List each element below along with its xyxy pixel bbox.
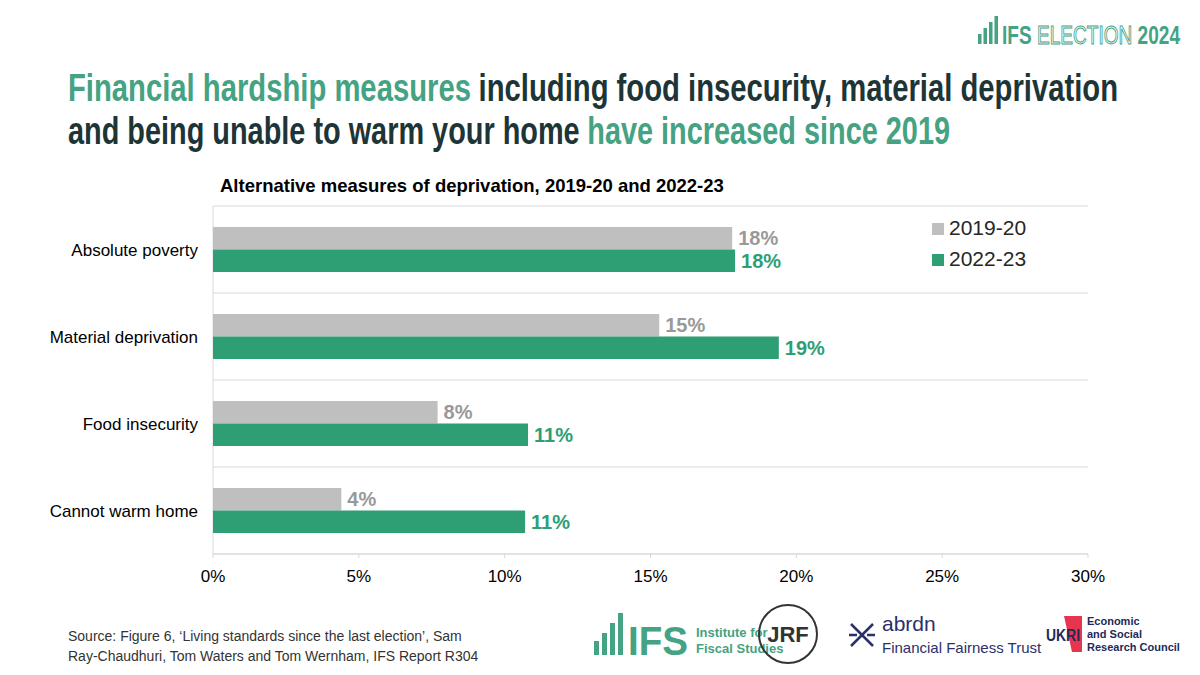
ifs-icon-bar bbox=[602, 633, 607, 655]
data-label: 18% bbox=[741, 250, 781, 272]
headline-segment: Financial hardship measures bbox=[68, 67, 471, 109]
x-tick-label: 10% bbox=[488, 567, 522, 586]
headline-segment: and being unable to warm your home bbox=[68, 110, 580, 152]
category-separator bbox=[213, 206, 1088, 207]
logo-jrf: JRF bbox=[759, 605, 817, 663]
headline-line: Financial hardship measuresincluding foo… bbox=[68, 67, 1118, 109]
x-tick-label: 5% bbox=[347, 567, 372, 586]
category-separator bbox=[213, 293, 1088, 294]
headline-segment: have increased since 2019 bbox=[587, 110, 950, 152]
data-label: 8% bbox=[444, 401, 473, 423]
x-tick-label: 25% bbox=[925, 567, 959, 586]
data-labels: 18% 15% 8% 4% 18% 19% 11% 11% bbox=[347, 227, 825, 533]
badge-text: IFSELECTION2024 bbox=[1002, 21, 1180, 49]
legend: 2019-20 2022-23 bbox=[932, 216, 1026, 270]
bar bbox=[213, 227, 732, 250]
x-tick-label: 30% bbox=[1071, 567, 1105, 586]
data-label: 4% bbox=[347, 488, 376, 510]
source-text: Source: Figure 6, ‘Living standards sinc… bbox=[68, 628, 462, 644]
data-label: 11% bbox=[534, 424, 573, 446]
bar bbox=[213, 401, 438, 424]
category-label: Food insecurity bbox=[83, 415, 199, 434]
badge-icon-bar bbox=[995, 16, 999, 44]
x-tick bbox=[213, 554, 214, 558]
bar bbox=[213, 511, 525, 534]
x-tick bbox=[650, 554, 651, 558]
bars bbox=[213, 227, 779, 533]
bar bbox=[213, 314, 659, 337]
logo-text: Financial Fairness Trust bbox=[882, 639, 1042, 656]
bar bbox=[213, 337, 779, 360]
chart-title: Alternative measures of deprivation, 201… bbox=[220, 175, 724, 196]
logo-text: UKRI bbox=[1046, 627, 1080, 644]
logo-text: and Social bbox=[1087, 628, 1142, 640]
x-tick-label: 15% bbox=[633, 567, 667, 586]
bar bbox=[213, 250, 735, 273]
category-label: Absolute poverty bbox=[71, 241, 198, 260]
logo-text: abrdn bbox=[882, 612, 936, 635]
logo-text: JRF bbox=[767, 622, 809, 647]
bar bbox=[213, 488, 341, 511]
badge-icon-bar bbox=[978, 34, 982, 44]
x-tick-label: 0% bbox=[201, 567, 226, 586]
logo-text: Institute for bbox=[696, 625, 768, 640]
badge-word: 2024 bbox=[1138, 21, 1180, 49]
ifs-icon-bar bbox=[610, 623, 615, 655]
x-tick bbox=[796, 554, 797, 558]
logo-abrdn: abrdn Financial Fairness Trust bbox=[849, 612, 1042, 656]
background bbox=[0, 0, 1200, 675]
legend-label: 2019-20 bbox=[949, 216, 1026, 239]
category-label: Material deprivation bbox=[50, 328, 198, 347]
data-label: 18% bbox=[738, 227, 778, 249]
logo-ifs: IFSInstitute forFiscal Studies bbox=[594, 613, 783, 663]
logo-ukri: UKRI Economicand SocialResearch Council bbox=[1046, 615, 1180, 653]
badge-icon-bar bbox=[989, 22, 993, 44]
legend-swatch bbox=[932, 254, 944, 266]
chart-canvas: IFSELECTION2024Financial hardship measur… bbox=[0, 0, 1200, 675]
x-tick bbox=[504, 554, 505, 558]
x-tick bbox=[1088, 554, 1089, 558]
category-label: Cannot warm home bbox=[50, 502, 198, 521]
bar bbox=[213, 424, 528, 447]
chart: Alternative measures of deprivation, 201… bbox=[50, 175, 1105, 586]
x-tick-label: 20% bbox=[779, 567, 813, 586]
x-tick bbox=[942, 554, 943, 558]
logo-text: IFS bbox=[628, 619, 688, 663]
legend-label: 2022-23 bbox=[949, 247, 1026, 270]
legend-swatch bbox=[932, 223, 944, 235]
jrf-circle bbox=[759, 605, 817, 663]
x-tick bbox=[358, 554, 359, 558]
headline-line: and being unable to warm your homehave i… bbox=[68, 110, 950, 152]
source-text: Ray-Chaudhuri, Tom Waters and Tom Wernha… bbox=[68, 648, 479, 664]
badge-icon-bar bbox=[984, 28, 988, 44]
badge-word: IFS bbox=[1002, 21, 1032, 49]
data-label: 19% bbox=[785, 337, 825, 359]
ifs-icon-bar bbox=[618, 613, 623, 655]
ifs-icon-bar bbox=[594, 641, 599, 655]
category-separator bbox=[213, 467, 1088, 468]
badge: IFSELECTION2024 bbox=[978, 16, 1180, 49]
headline-segment: including food insecurity, material depr… bbox=[479, 67, 1118, 109]
category-separator bbox=[213, 380, 1088, 381]
logo-text: Research Council bbox=[1087, 641, 1180, 653]
abrdn-icon-stroke bbox=[867, 634, 875, 637]
data-label: 11% bbox=[531, 511, 570, 533]
logo-text: Economic bbox=[1087, 615, 1140, 627]
badge-word: ELECTION bbox=[1037, 21, 1132, 49]
abrdn-icon-stroke bbox=[849, 634, 857, 637]
data-label: 15% bbox=[665, 314, 705, 336]
